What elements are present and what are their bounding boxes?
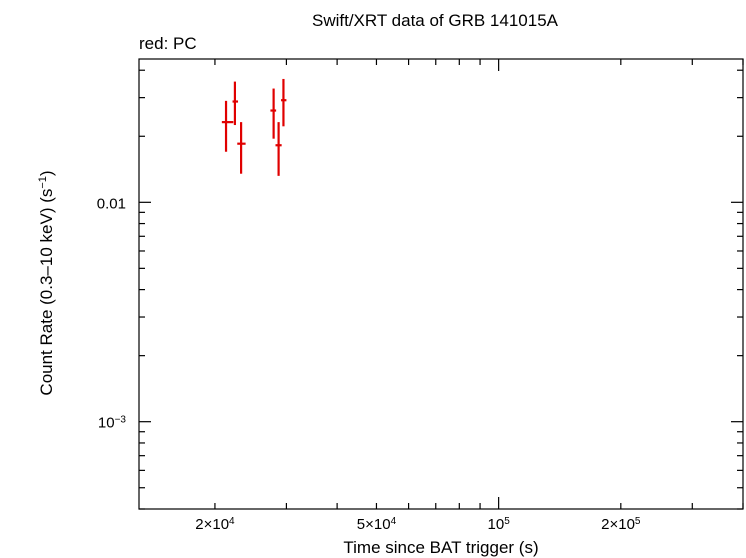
y-tick-labels: 0.01 10−3 (97, 195, 127, 431)
y-axis-label-sup: −1 (37, 176, 49, 189)
y-axis-label-end: ) (37, 170, 56, 176)
chart-subtitle: red: PC (139, 34, 197, 53)
x-axis-label: Time since BAT trigger (s) (343, 538, 538, 557)
x-tick-label: 2×104 (195, 516, 235, 534)
data-point (237, 122, 246, 174)
x-tick-label: 105 (488, 516, 511, 534)
x-axis (214, 59, 744, 509)
data-point (275, 122, 282, 176)
y-axis-label-main: Count Rate (0.3–10 keV) (s (37, 189, 56, 396)
chart-title: Swift/XRT data of GRB 141015A (312, 11, 559, 30)
x-tick-labels: 2×104 5×104 105 2×105 (195, 516, 641, 534)
y-axis-label: Count Rate (0.3–10 keV) (s−1) (37, 170, 56, 395)
data-points (221, 78, 287, 176)
x-tick-label: 2×105 (601, 516, 641, 534)
y-tick-label: 10−3 (98, 414, 127, 432)
data-point (221, 100, 234, 152)
plot-frame (138, 58, 744, 510)
data-point (270, 88, 277, 139)
y-tick-label: 0.01 (97, 195, 126, 212)
x-tick-label: 5×104 (357, 516, 397, 534)
data-point (232, 81, 239, 126)
y-axis (139, 69, 743, 510)
data-point (281, 78, 287, 127)
